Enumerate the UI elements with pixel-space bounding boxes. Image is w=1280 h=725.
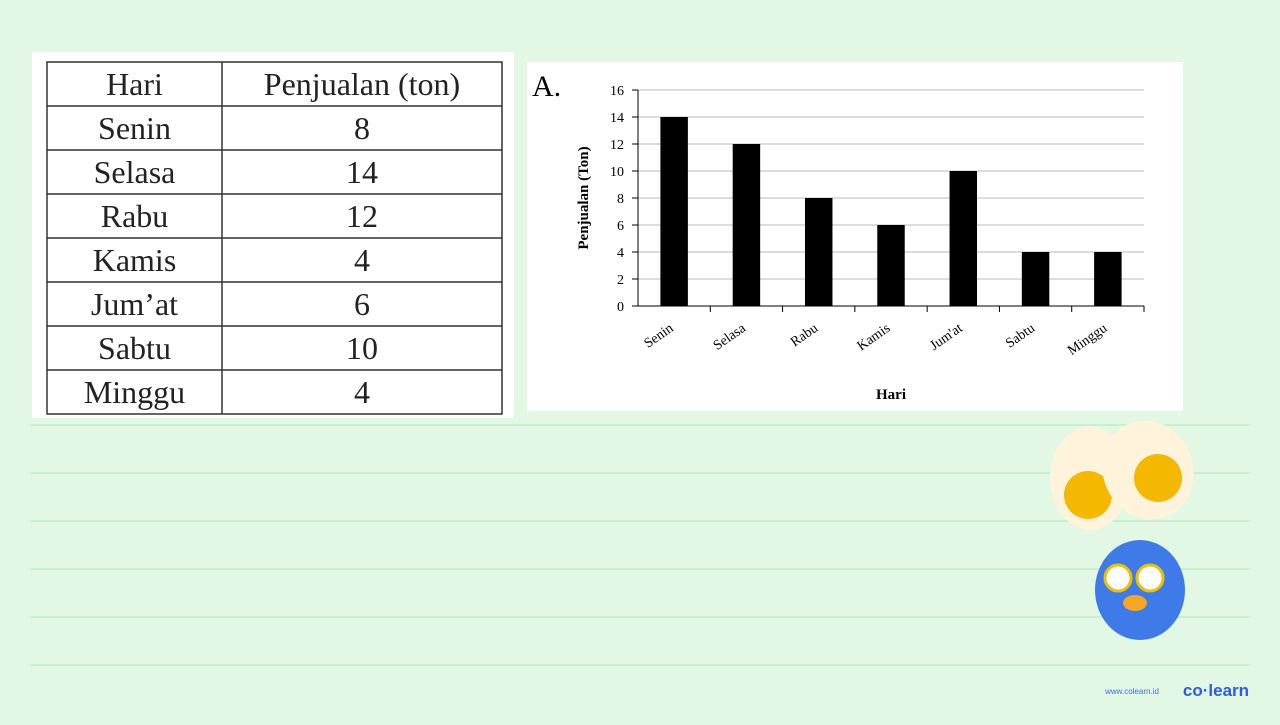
table-cell: Selasa [94, 154, 176, 190]
table-cell: Jum’at [91, 286, 178, 322]
table-cell: 10 [346, 330, 378, 366]
table-cell: Minggu [84, 374, 185, 410]
bar [732, 144, 761, 306]
option-label: A. [532, 70, 561, 103]
brand: co·learn [1183, 681, 1249, 700]
bar [949, 171, 978, 306]
chart-panel [527, 62, 1183, 411]
table-cell: 14 [346, 154, 378, 190]
table-cell: 6 [354, 286, 370, 322]
y-axis-title: Penjualan (Ton) [576, 146, 592, 249]
bar [804, 198, 833, 306]
y-tick-label: 10 [610, 165, 624, 180]
bar [660, 117, 688, 306]
y-tick-label: 12 [610, 138, 624, 153]
y-tick-label: 4 [617, 246, 624, 261]
table-cell: Sabtu [98, 330, 171, 366]
table-cell: 4 [354, 242, 370, 278]
table-cell: 4 [354, 374, 370, 410]
table-cell: Kamis [93, 242, 177, 278]
bar [1094, 252, 1122, 306]
table-cell: 8 [354, 110, 370, 146]
table-cell: Senin [98, 110, 171, 146]
website: www.colearn.id [1104, 687, 1159, 696]
y-tick-label: 8 [617, 192, 624, 207]
table: Hari Penjualan (ton) Senin 8 Selasa 14 Rabu 12 K… [46, 61, 503, 415]
y-tick-label: 16 [610, 84, 624, 99]
y-tick-label: 0 [617, 300, 624, 315]
table-cell: 12 [346, 198, 378, 234]
table-panel [32, 52, 514, 418]
header-cell: Hari [106, 66, 163, 102]
x-axis-title: Hari [876, 387, 906, 403]
bar [1021, 252, 1050, 306]
y-tick-label: 2 [617, 273, 624, 288]
ruled-lines [30, 424, 1250, 666]
bar [877, 225, 905, 306]
table-cell: Rabu [101, 198, 169, 234]
mascot [1050, 420, 1194, 640]
y-tick-label: 6 [617, 219, 624, 234]
header-cell: Penjualan (ton) [264, 66, 460, 102]
y-tick-label: 14 [610, 111, 624, 126]
